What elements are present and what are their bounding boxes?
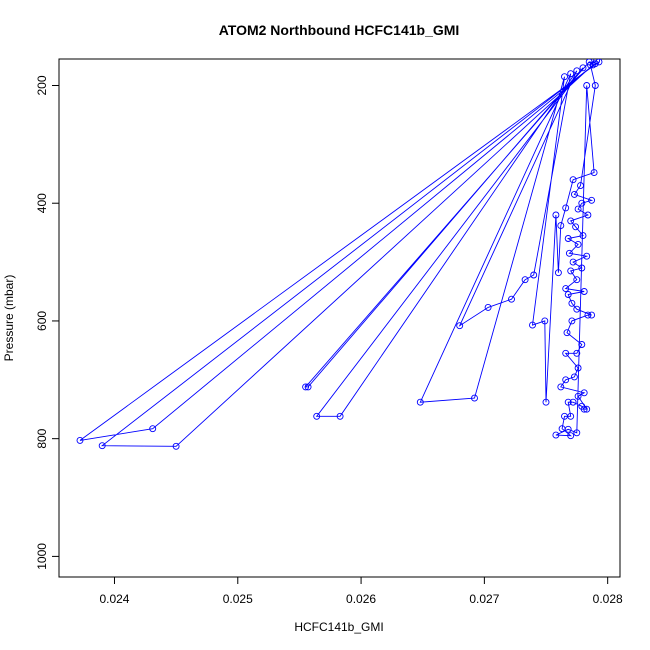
- data-point: [564, 235, 572, 242]
- data-point: [568, 317, 576, 325]
- x-tick-label: 0.027: [469, 592, 499, 606]
- x-axis-label: HCFC141b_GMI: [294, 620, 383, 634]
- y-tick-label: 400: [35, 193, 49, 213]
- x-tick-label: 0.025: [223, 592, 253, 606]
- data-point: [567, 70, 575, 78]
- data-point: [573, 429, 581, 437]
- x-tick-label: 0.028: [593, 592, 623, 606]
- data-point: [567, 412, 575, 420]
- data-point: [564, 291, 572, 298]
- data-point: [304, 383, 312, 391]
- data-point: [595, 59, 603, 66]
- data-point: [416, 398, 424, 406]
- data-point: [573, 67, 581, 75]
- data-point: [569, 176, 577, 184]
- data-point: [588, 196, 596, 204]
- data-point: [313, 412, 321, 420]
- data-point: [562, 204, 570, 212]
- series-line: [79, 60, 600, 447]
- data-point: [456, 322, 464, 330]
- data-point: [593, 59, 601, 65]
- data-point: [336, 412, 344, 420]
- data-point: [580, 389, 588, 397]
- data-point: [569, 398, 577, 406]
- plot-frame: [58, 58, 621, 578]
- data-point: [521, 276, 529, 284]
- data-point: [542, 398, 550, 406]
- data-point: [569, 258, 577, 266]
- data-point: [149, 425, 157, 433]
- data-point: [508, 295, 515, 303]
- data-point: [579, 232, 587, 240]
- data-point: [172, 442, 180, 450]
- data-point: [588, 311, 596, 319]
- data-point: [567, 267, 575, 275]
- chart-title: ATOM2 Northbound HCFC141b_GMI: [219, 22, 460, 38]
- data-point: [573, 276, 581, 284]
- data-point: [577, 182, 584, 190]
- data-point: [578, 264, 586, 272]
- data-point: [583, 405, 591, 413]
- x-tick-label: 0.024: [99, 592, 129, 606]
- data-point: [471, 394, 478, 402]
- y-tick-label: 200: [35, 75, 49, 95]
- data-point: [573, 349, 581, 357]
- data-point: [574, 364, 582, 372]
- data-point: [565, 249, 573, 257]
- data-point: [554, 269, 562, 277]
- data-point: [98, 442, 106, 450]
- data-point: [568, 299, 576, 307]
- data-point: [563, 329, 571, 337]
- data-point: [557, 383, 565, 391]
- data-point: [541, 317, 549, 325]
- data-point: [572, 223, 580, 231]
- data-point: [574, 205, 582, 213]
- y-tick-label: 600: [35, 311, 49, 331]
- y-tick-label: 1000: [35, 543, 49, 570]
- data-point: [567, 217, 575, 225]
- x-tick-label: 0.026: [346, 592, 376, 606]
- data-point: [580, 405, 588, 413]
- data-point: [562, 376, 570, 384]
- data-point: [564, 398, 572, 406]
- data-point: [590, 169, 598, 177]
- data-point: [567, 432, 575, 440]
- data-point: [552, 211, 560, 219]
- data-point: [584, 311, 592, 319]
- data-point: [580, 288, 588, 295]
- data-point: [557, 222, 565, 230]
- data-point: [574, 392, 582, 400]
- data-point: [583, 252, 591, 260]
- y-axis: 200 400 600 800 1000: [35, 75, 59, 570]
- data-point: [558, 425, 566, 433]
- y-axis-label: Pressure (mbar): [2, 275, 16, 362]
- data-point: [530, 271, 538, 279]
- data-point: [579, 64, 587, 72]
- data-point: [573, 305, 581, 313]
- data-point: [578, 199, 586, 207]
- data-point: [302, 383, 310, 391]
- data-point: [585, 59, 593, 66]
- data-point: [586, 61, 594, 69]
- data-layer: [76, 59, 603, 450]
- data-point: [570, 373, 578, 381]
- data-point: [591, 82, 599, 89]
- data-point: [561, 73, 568, 81]
- data-point: [552, 431, 560, 439]
- data-point: [562, 349, 570, 357]
- data-point: [570, 190, 578, 198]
- data-point: [578, 341, 586, 348]
- x-axis: 0.024 0.025 0.026 0.027 0.028: [99, 577, 623, 606]
- data-point: [562, 285, 570, 293]
- data-point: [529, 321, 536, 329]
- y-tick-label: 800: [35, 428, 49, 448]
- data-point: [574, 240, 582, 248]
- data-point: [76, 436, 84, 444]
- data-point: [484, 303, 492, 311]
- data-point: [583, 82, 591, 89]
- data-point: [584, 211, 592, 219]
